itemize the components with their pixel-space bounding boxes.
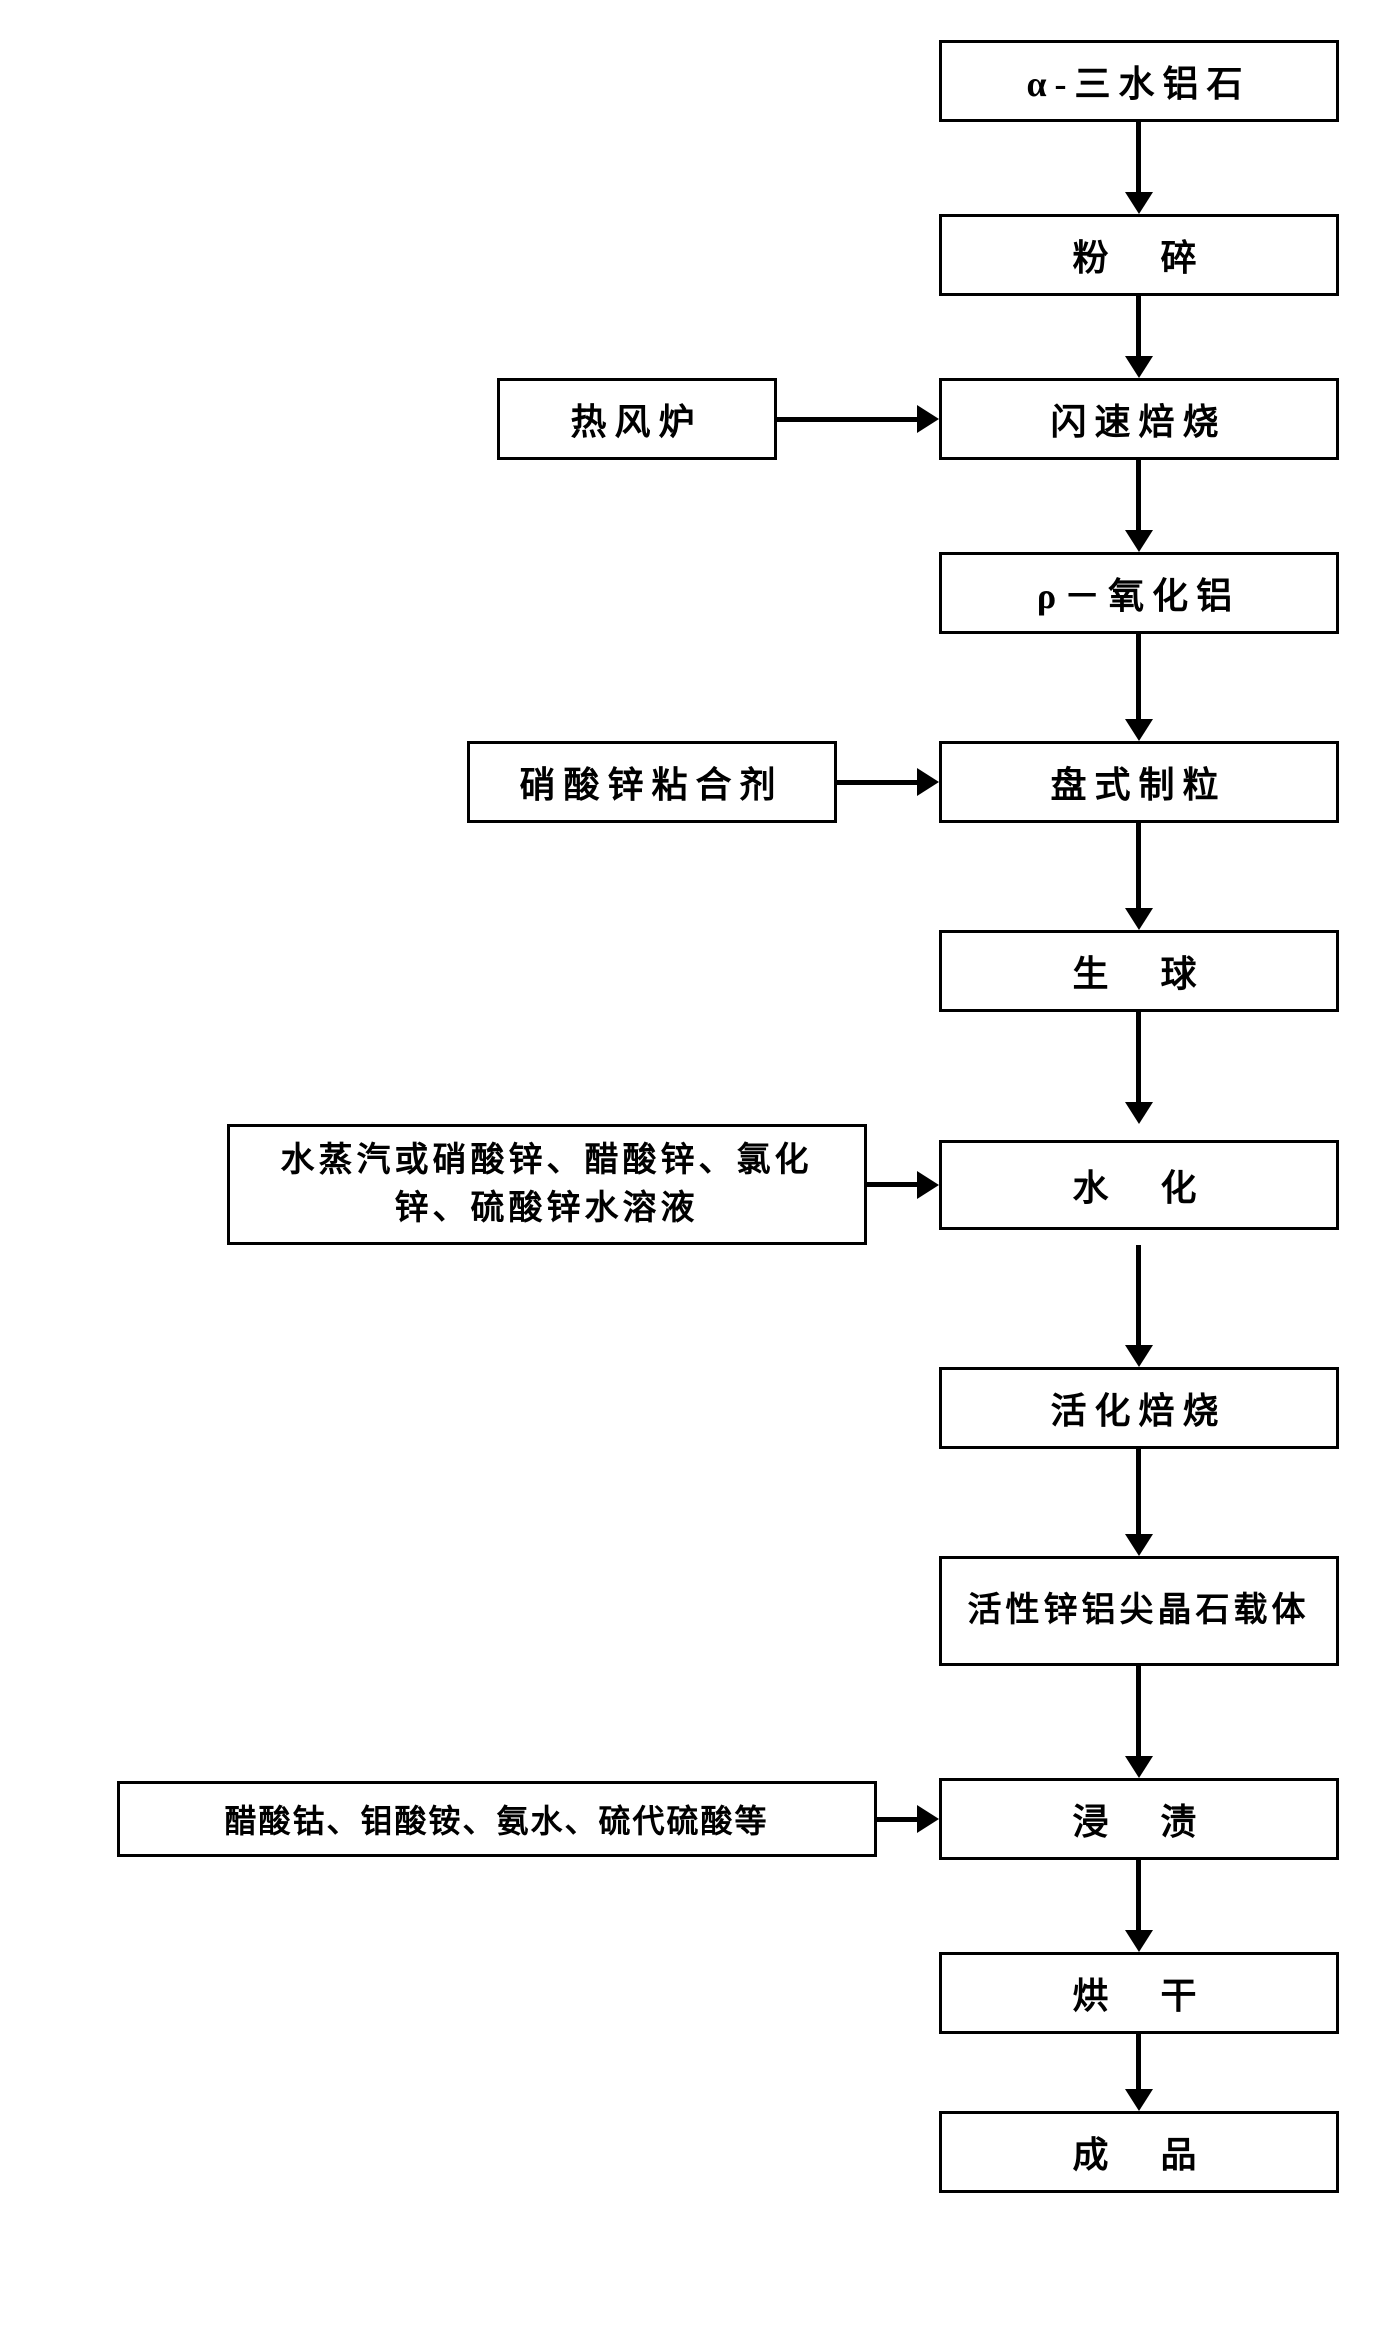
node-product: 成 品 <box>939 2111 1339 2193</box>
arrow-down <box>1125 1666 1153 1778</box>
node-pan-granulation: 盘式制粒 <box>939 741 1339 823</box>
arrow-down <box>1125 2034 1153 2111</box>
flowchart-container: α-三水铝石 粉 碎 热风炉 闪速焙烧 <box>39 40 1339 2193</box>
node-flash-roast: 闪速焙烧 <box>939 378 1339 460</box>
node-impregnation: 浸 渍 <box>939 1778 1339 1860</box>
arrow-right <box>877 1805 939 1833</box>
arrow-down <box>1125 122 1153 214</box>
node-rho-alumina: ρ－氧化铝 <box>939 552 1339 634</box>
node-green-ball: 生 球 <box>939 930 1339 1012</box>
arrow-down <box>1125 823 1153 930</box>
side-cobalt-molybdate-etc: 醋酸钴、钼酸铵、氨水、硫代硫酸等 <box>117 1781 877 1857</box>
node-alpha-gibbsite: α-三水铝石 <box>939 40 1339 122</box>
arrow-down <box>1125 1449 1153 1556</box>
arrow-right <box>837 768 939 796</box>
side-steam-zinc-solutions: 水蒸汽或硝酸锌、醋酸锌、氯化锌、硫酸锌水溶液 <box>227 1124 867 1245</box>
node-hydration: 水 化 <box>939 1140 1339 1230</box>
arrow-down <box>1125 634 1153 741</box>
arrow-right <box>777 405 939 433</box>
arrow-down <box>1125 1012 1153 1124</box>
node-spinel-carrier: 活性锌铝尖晶石载体 <box>939 1556 1339 1666</box>
arrow-down <box>1125 1860 1153 1952</box>
arrow-down <box>1125 1245 1153 1367</box>
node-drying: 烘 干 <box>939 1952 1339 2034</box>
arrow-right <box>867 1171 939 1199</box>
arrow-down <box>1125 296 1153 378</box>
arrow-down <box>1125 460 1153 552</box>
node-activation-roast: 活化焙烧 <box>939 1367 1339 1449</box>
node-crush: 粉 碎 <box>939 214 1339 296</box>
side-hot-stove: 热风炉 <box>497 378 777 460</box>
side-zinc-nitrate-binder: 硝酸锌粘合剂 <box>467 741 837 823</box>
